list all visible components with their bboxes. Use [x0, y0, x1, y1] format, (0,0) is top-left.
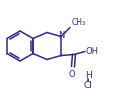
Text: OH: OH	[86, 47, 99, 56]
Text: O: O	[69, 70, 75, 79]
Text: Cl: Cl	[84, 80, 92, 89]
Text: N: N	[58, 31, 65, 40]
Text: CH₃: CH₃	[72, 18, 86, 26]
Text: H: H	[85, 72, 91, 80]
